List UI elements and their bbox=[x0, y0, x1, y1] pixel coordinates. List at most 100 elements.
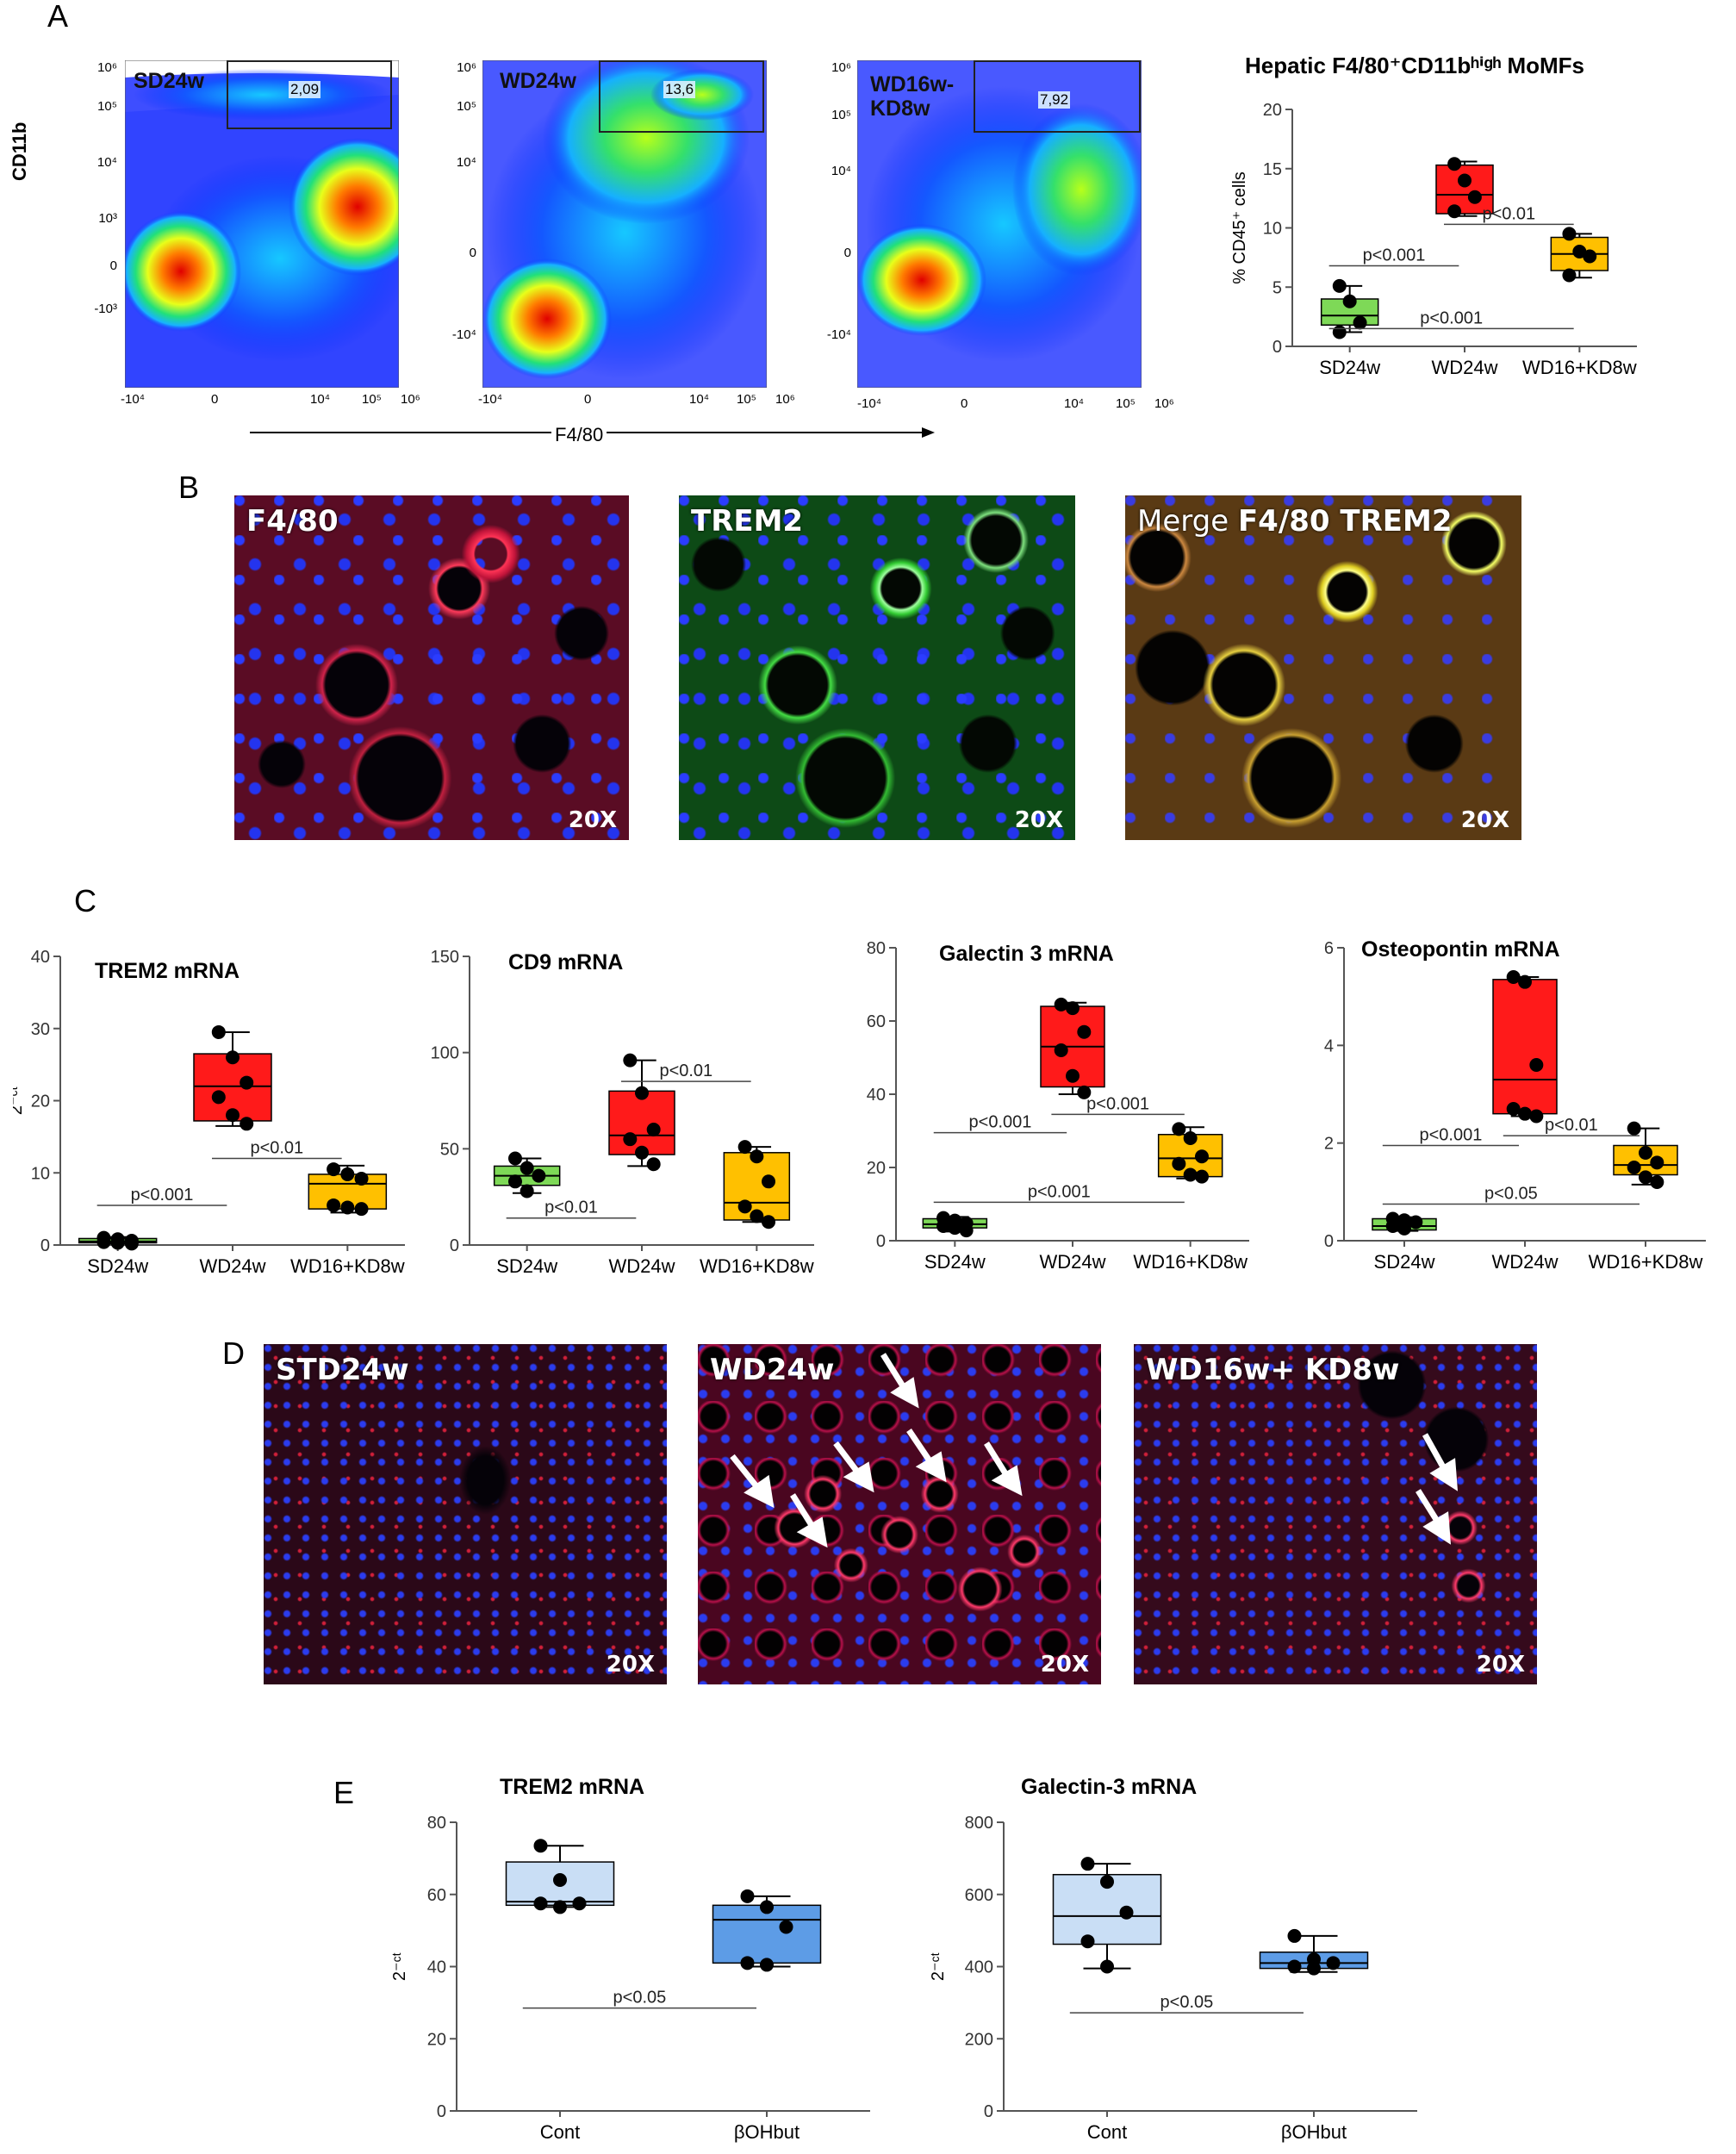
sample-name: WD16w- KD8w bbox=[870, 72, 955, 121]
data-point bbox=[635, 1145, 649, 1160]
data-point bbox=[740, 1956, 755, 1970]
data-point bbox=[737, 1140, 752, 1155]
flow2-yticks: 10⁶ 10⁵ 10⁴ 0 -10⁴ bbox=[451, 60, 476, 342]
p-value-label: p<0.01 bbox=[544, 1198, 598, 1217]
y-tick-label: 50 bbox=[440, 1140, 459, 1159]
y-tick-label: 0 bbox=[984, 2102, 993, 2121]
y-tick-label: 80 bbox=[427, 1814, 446, 1833]
data-point bbox=[354, 1171, 369, 1186]
data-point bbox=[1077, 1085, 1092, 1099]
y-tick-label: 20 bbox=[867, 1159, 886, 1178]
data-point bbox=[533, 1839, 548, 1853]
box-wd16-kd8w bbox=[723, 1140, 791, 1230]
chart-title: TREM2 mRNA bbox=[95, 959, 240, 983]
data-point bbox=[1100, 1875, 1114, 1889]
y-tick-label: 150 bbox=[431, 948, 459, 967]
data-point bbox=[1080, 1934, 1095, 1949]
p-value-label: p<0.01 bbox=[1545, 1116, 1598, 1135]
y-tick-label: 20 bbox=[31, 1093, 50, 1111]
chart-c-galectin3: Galectin 3 mRNA 0 20 40 60 80 SD24w WD24w WD16+K… bbox=[867, 939, 1249, 1273]
data-point bbox=[124, 1236, 139, 1251]
box-wd24w bbox=[1492, 970, 1558, 1124]
chart-a-box: Hepatic F4/80⁺CD11bʰⁱᵍʰ MoMFs % CD45⁺ cel… bbox=[1230, 53, 1637, 378]
x-tick-label: βOHbut bbox=[734, 2121, 800, 2143]
chart-title: Hepatic F4/80⁺CD11bʰⁱᵍʰ MoMFs bbox=[1245, 53, 1584, 78]
flow3-yticks: 10⁶ 10⁵ 10⁴ 0 -10⁴ bbox=[826, 60, 851, 342]
micro-b-merge: Merge F4/80 TREM2 20X bbox=[1125, 495, 1521, 840]
micro-b-f480: F4/80 20X bbox=[234, 495, 629, 840]
p-value-label: p<0.001 bbox=[1363, 246, 1426, 265]
y-tick-label: 100 bbox=[431, 1044, 459, 1063]
micro-d-std24w: STD24w 20X bbox=[264, 1344, 667, 1684]
data-point bbox=[507, 1151, 522, 1166]
flow2-xticks: -10⁴ 0 10⁴ 10⁵ 10⁶ bbox=[478, 392, 795, 407]
data-point bbox=[327, 1198, 341, 1212]
data-point bbox=[646, 1157, 661, 1172]
y-tick-label: 40 bbox=[427, 1958, 446, 1977]
flow-density bbox=[857, 60, 1142, 388]
y-tick-label: 400 bbox=[965, 1958, 993, 1977]
chart-title: TREM2 mRNA bbox=[500, 1775, 644, 1799]
box--ohbut bbox=[1259, 1928, 1369, 1976]
micro-label: Merge F4/80 TREM2 bbox=[1137, 504, 1453, 538]
data-point bbox=[1307, 1961, 1321, 1976]
y-axis-label: 2⁻ᶜᵗ bbox=[390, 1952, 409, 1981]
magnification: 20X bbox=[1040, 1652, 1089, 1678]
y-tick-label: 200 bbox=[965, 2030, 993, 2049]
micro-d-wd16w-kd8w: WD16w+ KD8w 20X bbox=[1134, 1344, 1537, 1684]
y-tick-label: 2 bbox=[1324, 1135, 1334, 1154]
p-value-label: p<0.001 bbox=[1419, 1126, 1482, 1145]
box-sd24w bbox=[922, 1211, 988, 1238]
y-tick-label: 30 bbox=[31, 1020, 50, 1039]
p-value-label: p<0.01 bbox=[659, 1061, 712, 1080]
box-wd24w bbox=[1435, 157, 1494, 219]
data-point bbox=[623, 1053, 638, 1068]
data-point bbox=[760, 1958, 774, 1972]
data-point bbox=[96, 1235, 111, 1249]
x-tick-label: Cont bbox=[1087, 2121, 1127, 2143]
gate-box bbox=[599, 60, 764, 133]
y-tick-label: 10 bbox=[1263, 220, 1282, 239]
flow-plot-wd24w: 13,6 WD24w bbox=[482, 60, 767, 388]
micro-label: F4/80 bbox=[246, 504, 339, 538]
data-point bbox=[1342, 294, 1357, 308]
y-tick-label: 40 bbox=[867, 1086, 886, 1105]
x-tick-label: WD24w bbox=[1431, 357, 1497, 378]
micro-label: STD24w bbox=[276, 1353, 409, 1387]
y-tick-label: 0 bbox=[40, 1236, 50, 1255]
y-tick-label: 15 bbox=[1263, 160, 1282, 179]
y-tick-label: 20 bbox=[427, 2030, 446, 2049]
x-tick-label: SD24w bbox=[1374, 1251, 1435, 1273]
data-point bbox=[1627, 1121, 1641, 1136]
chart-e-trem2: TREM2 mRNA 2⁻ᶜᵗ 0 20 40 60 80 Cont βOHbut p<0.05 bbox=[390, 1775, 870, 2143]
data-point bbox=[1583, 249, 1597, 264]
data-point bbox=[1100, 1959, 1114, 1974]
y-tick-label: 0 bbox=[450, 1236, 459, 1255]
data-point bbox=[1172, 1156, 1186, 1171]
data-point bbox=[750, 1149, 764, 1164]
data-point bbox=[226, 1050, 240, 1065]
y-tick-label: 4 bbox=[1324, 1037, 1334, 1055]
data-point bbox=[340, 1167, 355, 1181]
p-value-label: p<0.001 bbox=[1420, 308, 1483, 327]
data-point bbox=[553, 1900, 567, 1914]
data-point bbox=[1172, 1122, 1186, 1136]
data-point bbox=[760, 1900, 774, 1914]
box-wd16-kd8w bbox=[1157, 1122, 1223, 1184]
data-point bbox=[1639, 1146, 1652, 1160]
y-tick-label: 0 bbox=[876, 1232, 886, 1251]
y-tick-label: 20 bbox=[1263, 101, 1282, 120]
gate-box bbox=[227, 60, 392, 129]
x-tick-label: WD16+KD8w bbox=[1522, 357, 1637, 378]
p-value-label: p<0.05 bbox=[1160, 1993, 1214, 2012]
flow1-xticks: -10⁴ 0 10⁴ 10⁵ 10⁶ bbox=[121, 392, 420, 407]
chart-title: Galectin 3 mRNA bbox=[939, 942, 1114, 966]
y-tick-label: 5 bbox=[1272, 278, 1282, 297]
box-wd16-kd8w bbox=[1550, 227, 1609, 283]
data-point bbox=[635, 1086, 649, 1100]
panel-label-c: C bbox=[74, 883, 96, 918]
box-sd24w bbox=[78, 1230, 158, 1251]
data-point bbox=[553, 1873, 567, 1887]
box-sd24w bbox=[1320, 278, 1379, 339]
data-point bbox=[354, 1202, 369, 1217]
